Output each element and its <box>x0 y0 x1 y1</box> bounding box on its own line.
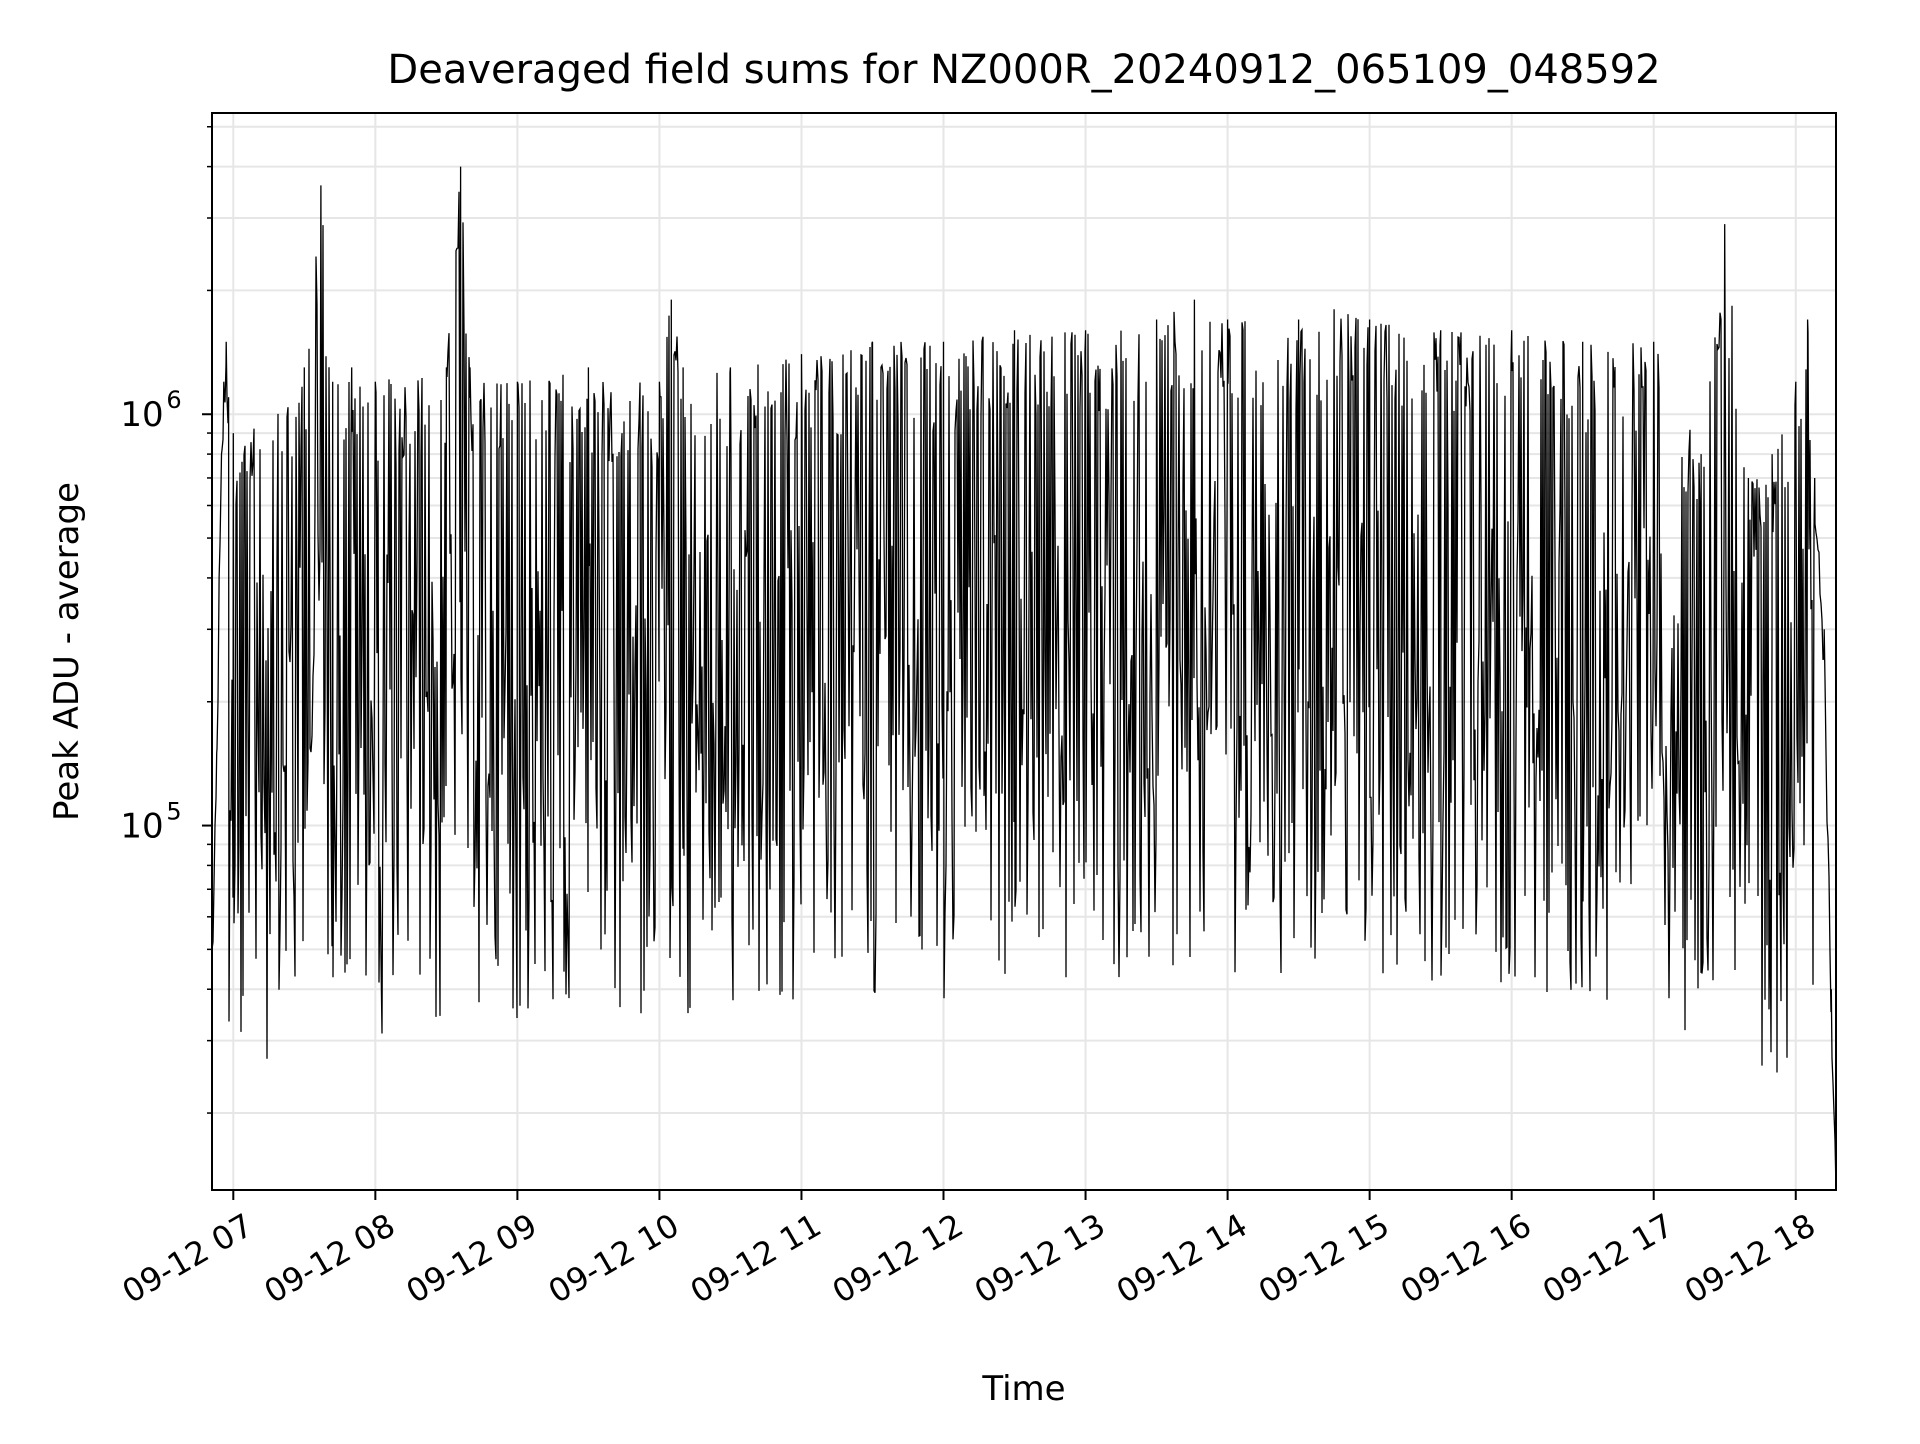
series-layer <box>211 166 1837 1191</box>
y-tick-label: 10 <box>120 807 163 847</box>
y-tick-label-exponent: 5 <box>166 798 181 826</box>
y-axis-title: Peak ADU - average <box>47 482 87 821</box>
x-axis-title: Time <box>981 1369 1065 1409</box>
chart-title: Deaveraged field sums for NZ000R_2024091… <box>387 47 1660 93</box>
plot-frame <box>211 112 1837 1191</box>
y-tick-label: 10 <box>120 395 163 435</box>
series-line <box>211 166 1837 1191</box>
y-tick-label-exponent: 6 <box>166 386 181 414</box>
